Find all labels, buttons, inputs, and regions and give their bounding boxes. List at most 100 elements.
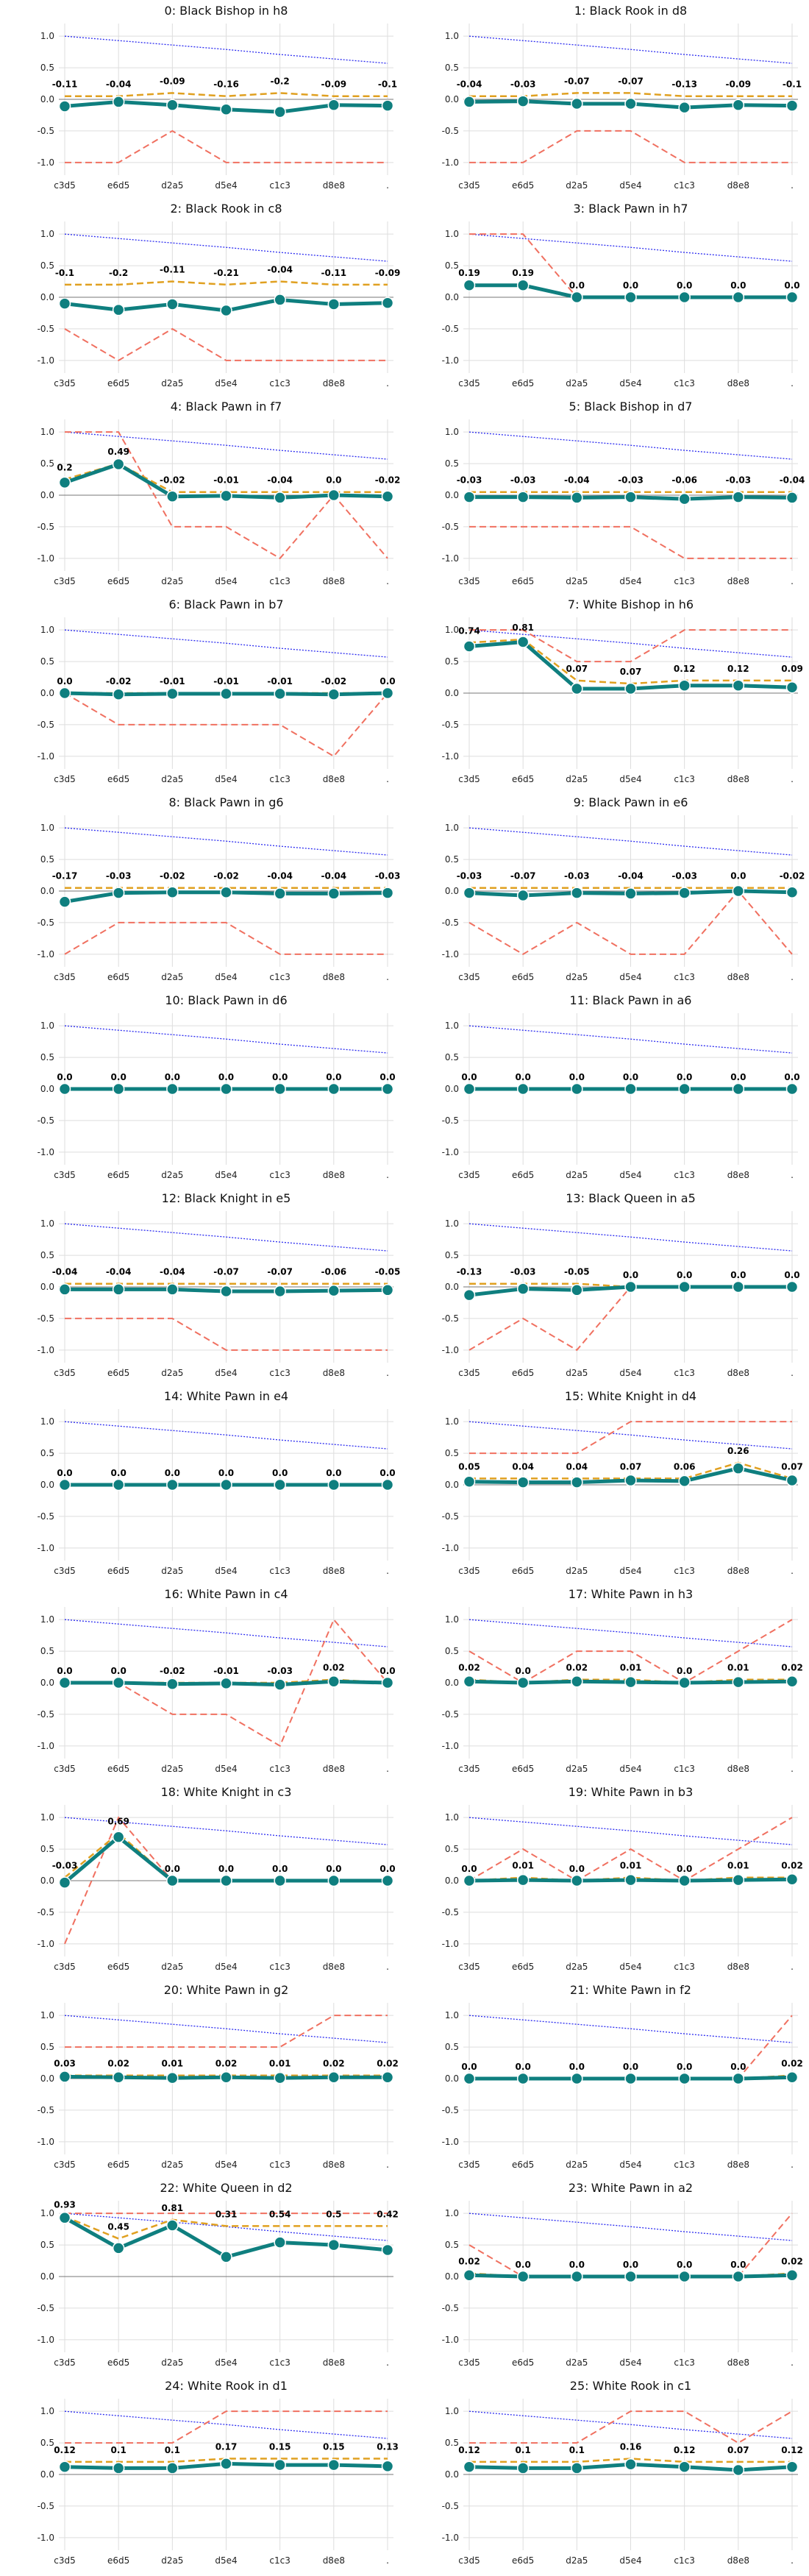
x-tick-label: c3d5	[54, 2555, 75, 2566]
y-tick-label: 0.5	[445, 63, 459, 73]
y-tick-label: 0.0	[445, 1876, 459, 1886]
y-tick-label: -0.5	[38, 522, 54, 532]
data-label: -0.11	[160, 265, 185, 275]
data-point	[624, 682, 637, 695]
data-point	[785, 2269, 799, 2282]
data-point	[785, 99, 799, 112]
data-label: 0.02	[781, 1663, 803, 1673]
data-point	[166, 2219, 179, 2232]
y-tick-label: -0.5	[38, 2501, 54, 2511]
chart-title: 17: White Pawn in h3	[569, 1587, 693, 1601]
data-label: 0.1	[165, 2445, 180, 2455]
data-point	[58, 100, 71, 113]
x-tick-label: c3d5	[458, 1962, 480, 1972]
y-tick-label: 1.0	[445, 2010, 459, 2020]
data-label: -0.03	[457, 475, 482, 486]
data-point	[112, 1831, 125, 1844]
data-label: -0.04	[618, 871, 644, 881]
data-point	[463, 1288, 476, 1302]
data-point	[112, 688, 125, 700]
y-tick-label: -0.5	[38, 918, 54, 928]
x-tick-label: d2a5	[161, 378, 183, 388]
data-label: -0.04	[160, 1267, 185, 1277]
data-point	[274, 1478, 286, 1491]
data-point	[624, 1082, 637, 1096]
x-tick-label: d5e4	[619, 2160, 641, 2170]
x-tick-label: c1c3	[269, 180, 290, 191]
data-point	[274, 2071, 286, 2084]
x-tick-label: d5e4	[215, 1962, 237, 1972]
data-label: 0.19	[458, 268, 480, 278]
data-point	[732, 291, 745, 304]
chart-svg: 12: Black Knight in e5 1.0 0.5 0.0 -0.5 -1.0 c…	[38, 1191, 401, 1378]
chart-svg: 13: Black Queen in a5 1.0 0.5 0.0 -0.5 -1.0 c3…	[442, 1191, 800, 1378]
data-point	[58, 686, 71, 700]
data-label: -0.03	[618, 475, 644, 486]
y-tick-label: 1.0	[40, 427, 54, 437]
data-point	[327, 2458, 341, 2472]
x-tick-label: .	[386, 2160, 389, 2170]
y-tick-label: 0.0	[445, 1678, 459, 1688]
data-label: -0.02	[160, 475, 185, 486]
data-point	[571, 1284, 583, 1296]
data-point	[516, 491, 530, 503]
x-tick-label: c1c3	[674, 2160, 694, 2170]
data-point	[274, 1082, 286, 1096]
chart-title: 12: Black Knight in e5	[162, 1191, 291, 1205]
data-point	[381, 1284, 394, 1296]
x-tick-label: .	[791, 1566, 794, 1576]
data-label: 0.0	[677, 1666, 692, 1676]
data-label: 0.02	[781, 2059, 803, 2069]
y-tick-label: 0.0	[40, 886, 54, 896]
series-line-red	[64, 921, 388, 955]
data-label: -0.07	[267, 1267, 293, 1277]
x-tick-label: d2a5	[566, 1764, 588, 1774]
data-point	[785, 291, 799, 304]
data-point	[166, 2462, 179, 2474]
y-tick-label: 0.5	[445, 260, 459, 271]
data-label: 0.0	[165, 1468, 180, 1478]
chart-svg: 0: Black Bishop in h8 1.0 0.5 0.0 -0.5 -1.0 c3…	[38, 4, 398, 191]
data-point	[678, 2270, 691, 2283]
y-tick-label: 1.0	[40, 31, 54, 41]
data-label: -0.13	[457, 1267, 482, 1277]
y-tick-label: 0.0	[445, 292, 459, 302]
data-label: -0.02	[160, 1666, 185, 1676]
y-tick-label: 0.0	[40, 94, 54, 104]
data-point	[732, 1873, 745, 1887]
y-tick-label: -1.0	[442, 1543, 459, 1553]
data-label: 0.0	[379, 1468, 395, 1478]
data-point	[624, 1280, 637, 1294]
x-tick-label: d2a5	[566, 972, 588, 982]
data-point	[463, 887, 476, 899]
data-label: 0.0	[218, 1072, 234, 1082]
y-tick-label: -0.5	[38, 1115, 54, 1126]
data-point	[463, 279, 476, 291]
chart-panel: 2: Black Rook in c8 1.0 0.5 0.0 -0.5 -1.0 c3d5…	[0, 198, 404, 396]
y-tick-label: -1.0	[442, 1741, 459, 1751]
series-line-dotted	[64, 1619, 388, 1647]
x-tick-label: d2a5	[566, 378, 588, 388]
data-label: 0.81	[512, 622, 534, 633]
series-line-dotted	[468, 629, 793, 658]
data-label: 0.12	[54, 2445, 76, 2455]
data-label: -0.02	[321, 676, 347, 686]
data-label: 0.01	[620, 1861, 642, 1871]
y-tick-label: 1.0	[445, 2208, 459, 2218]
data-label: 0.42	[377, 2209, 399, 2219]
x-tick-label: d8e8	[323, 2160, 345, 2170]
data-point	[381, 2243, 394, 2257]
x-tick-label: e6d5	[512, 1368, 534, 1378]
y-tick-label: -0.5	[442, 126, 459, 136]
x-tick-label: .	[791, 774, 794, 784]
data-label: -0.03	[510, 475, 536, 486]
chart-panel: 6: Black Pawn in b7 1.0 0.5 0.0 -0.5 -1.0 c3d5…	[0, 594, 404, 792]
data-label: 0.0	[730, 2062, 746, 2072]
data-label: -0.03	[52, 1861, 78, 1871]
data-point	[166, 1874, 179, 1887]
series-line-orange	[65, 280, 388, 286]
data-point	[58, 476, 71, 489]
x-tick-label: c1c3	[674, 972, 694, 982]
data-point	[274, 1285, 286, 1298]
series-line-red	[469, 1421, 792, 1455]
